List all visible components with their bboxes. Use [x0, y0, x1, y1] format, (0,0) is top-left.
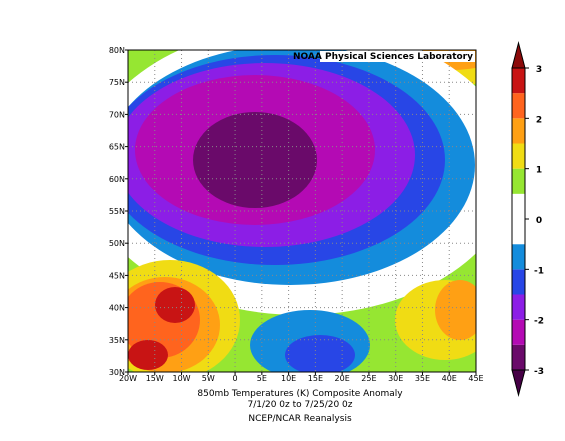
colorbar-tick-label: -1 [534, 266, 544, 276]
y-tick-label: 35N [109, 336, 125, 345]
colorbar-bin [512, 294, 525, 320]
colorbar-tick-label: -3 [534, 367, 544, 377]
y-tick-label: 40N [109, 304, 125, 313]
x-tick-label: 10E [281, 374, 296, 383]
colorbar-bin [512, 93, 525, 119]
colorbar-bin [512, 118, 525, 144]
caption-line: NCEP/NCAR Reanalysis [248, 414, 352, 424]
caption-line: 7/1/20 0z to 7/25/20 0z [247, 400, 352, 410]
colorbar-bin [512, 244, 525, 270]
x-tick-label: 30E [388, 374, 403, 383]
x-tick-label: 20E [335, 374, 350, 383]
colorbar-under [511, 369, 526, 397]
y-tick-label: 50N [109, 239, 125, 248]
colorbar-tick-label: -2 [534, 317, 544, 327]
colorbar-bin [512, 269, 525, 295]
anomaly-field [128, 50, 476, 372]
caption-line: 850mb Temperatures (K) Composite Anomaly [197, 389, 403, 399]
plot-frame [127, 49, 477, 373]
y-tick-label: 70N [109, 110, 125, 119]
colorbar-bin [512, 143, 525, 169]
x-tick-label: 25E [361, 374, 376, 383]
y-tick-label: 75N [109, 78, 125, 87]
y-tick-label: 80N [109, 46, 125, 55]
x-tick-label: 5W [202, 374, 215, 383]
colorbar-over [511, 41, 526, 69]
x-tick-label: 15W [146, 374, 164, 383]
x-tick-label: 20W [119, 374, 137, 383]
x-tick-label: 35E [415, 374, 430, 383]
credit: NOAA Physical Sciences Laboratory [293, 52, 473, 62]
y-tick-label: 45N [109, 271, 125, 280]
colorbar-tick-label: 0 [536, 216, 542, 226]
colorbar-tick-label: 2 [536, 115, 542, 125]
x-tick-label: 10W [172, 374, 190, 383]
colorbar-bin [512, 168, 525, 194]
y-tick-label: 55N [109, 207, 125, 216]
x-tick-label: 45E [468, 374, 483, 383]
colorbar-tick-label: 3 [536, 65, 542, 75]
colorbar-bin [512, 219, 525, 245]
colorbar-bin [512, 319, 525, 345]
y-tick-label: 60N [109, 175, 125, 184]
colorbar-bin [512, 68, 525, 94]
x-tick-label: 15E [308, 374, 323, 383]
x-tick-label: 5E [257, 374, 267, 383]
colorbar-tick-label: 1 [536, 166, 542, 176]
x-tick-label: 0 [233, 374, 238, 383]
y-tick-label: 65N [109, 143, 125, 152]
y-tick-label: 30N [109, 368, 125, 377]
x-tick-label: 40E [442, 374, 457, 383]
colorbar: -3 -2 -1 0 1 2 3 [511, 41, 544, 397]
colorbar-bin [512, 193, 525, 219]
credit-box [320, 51, 475, 62]
colorbar-bin [512, 344, 525, 370]
